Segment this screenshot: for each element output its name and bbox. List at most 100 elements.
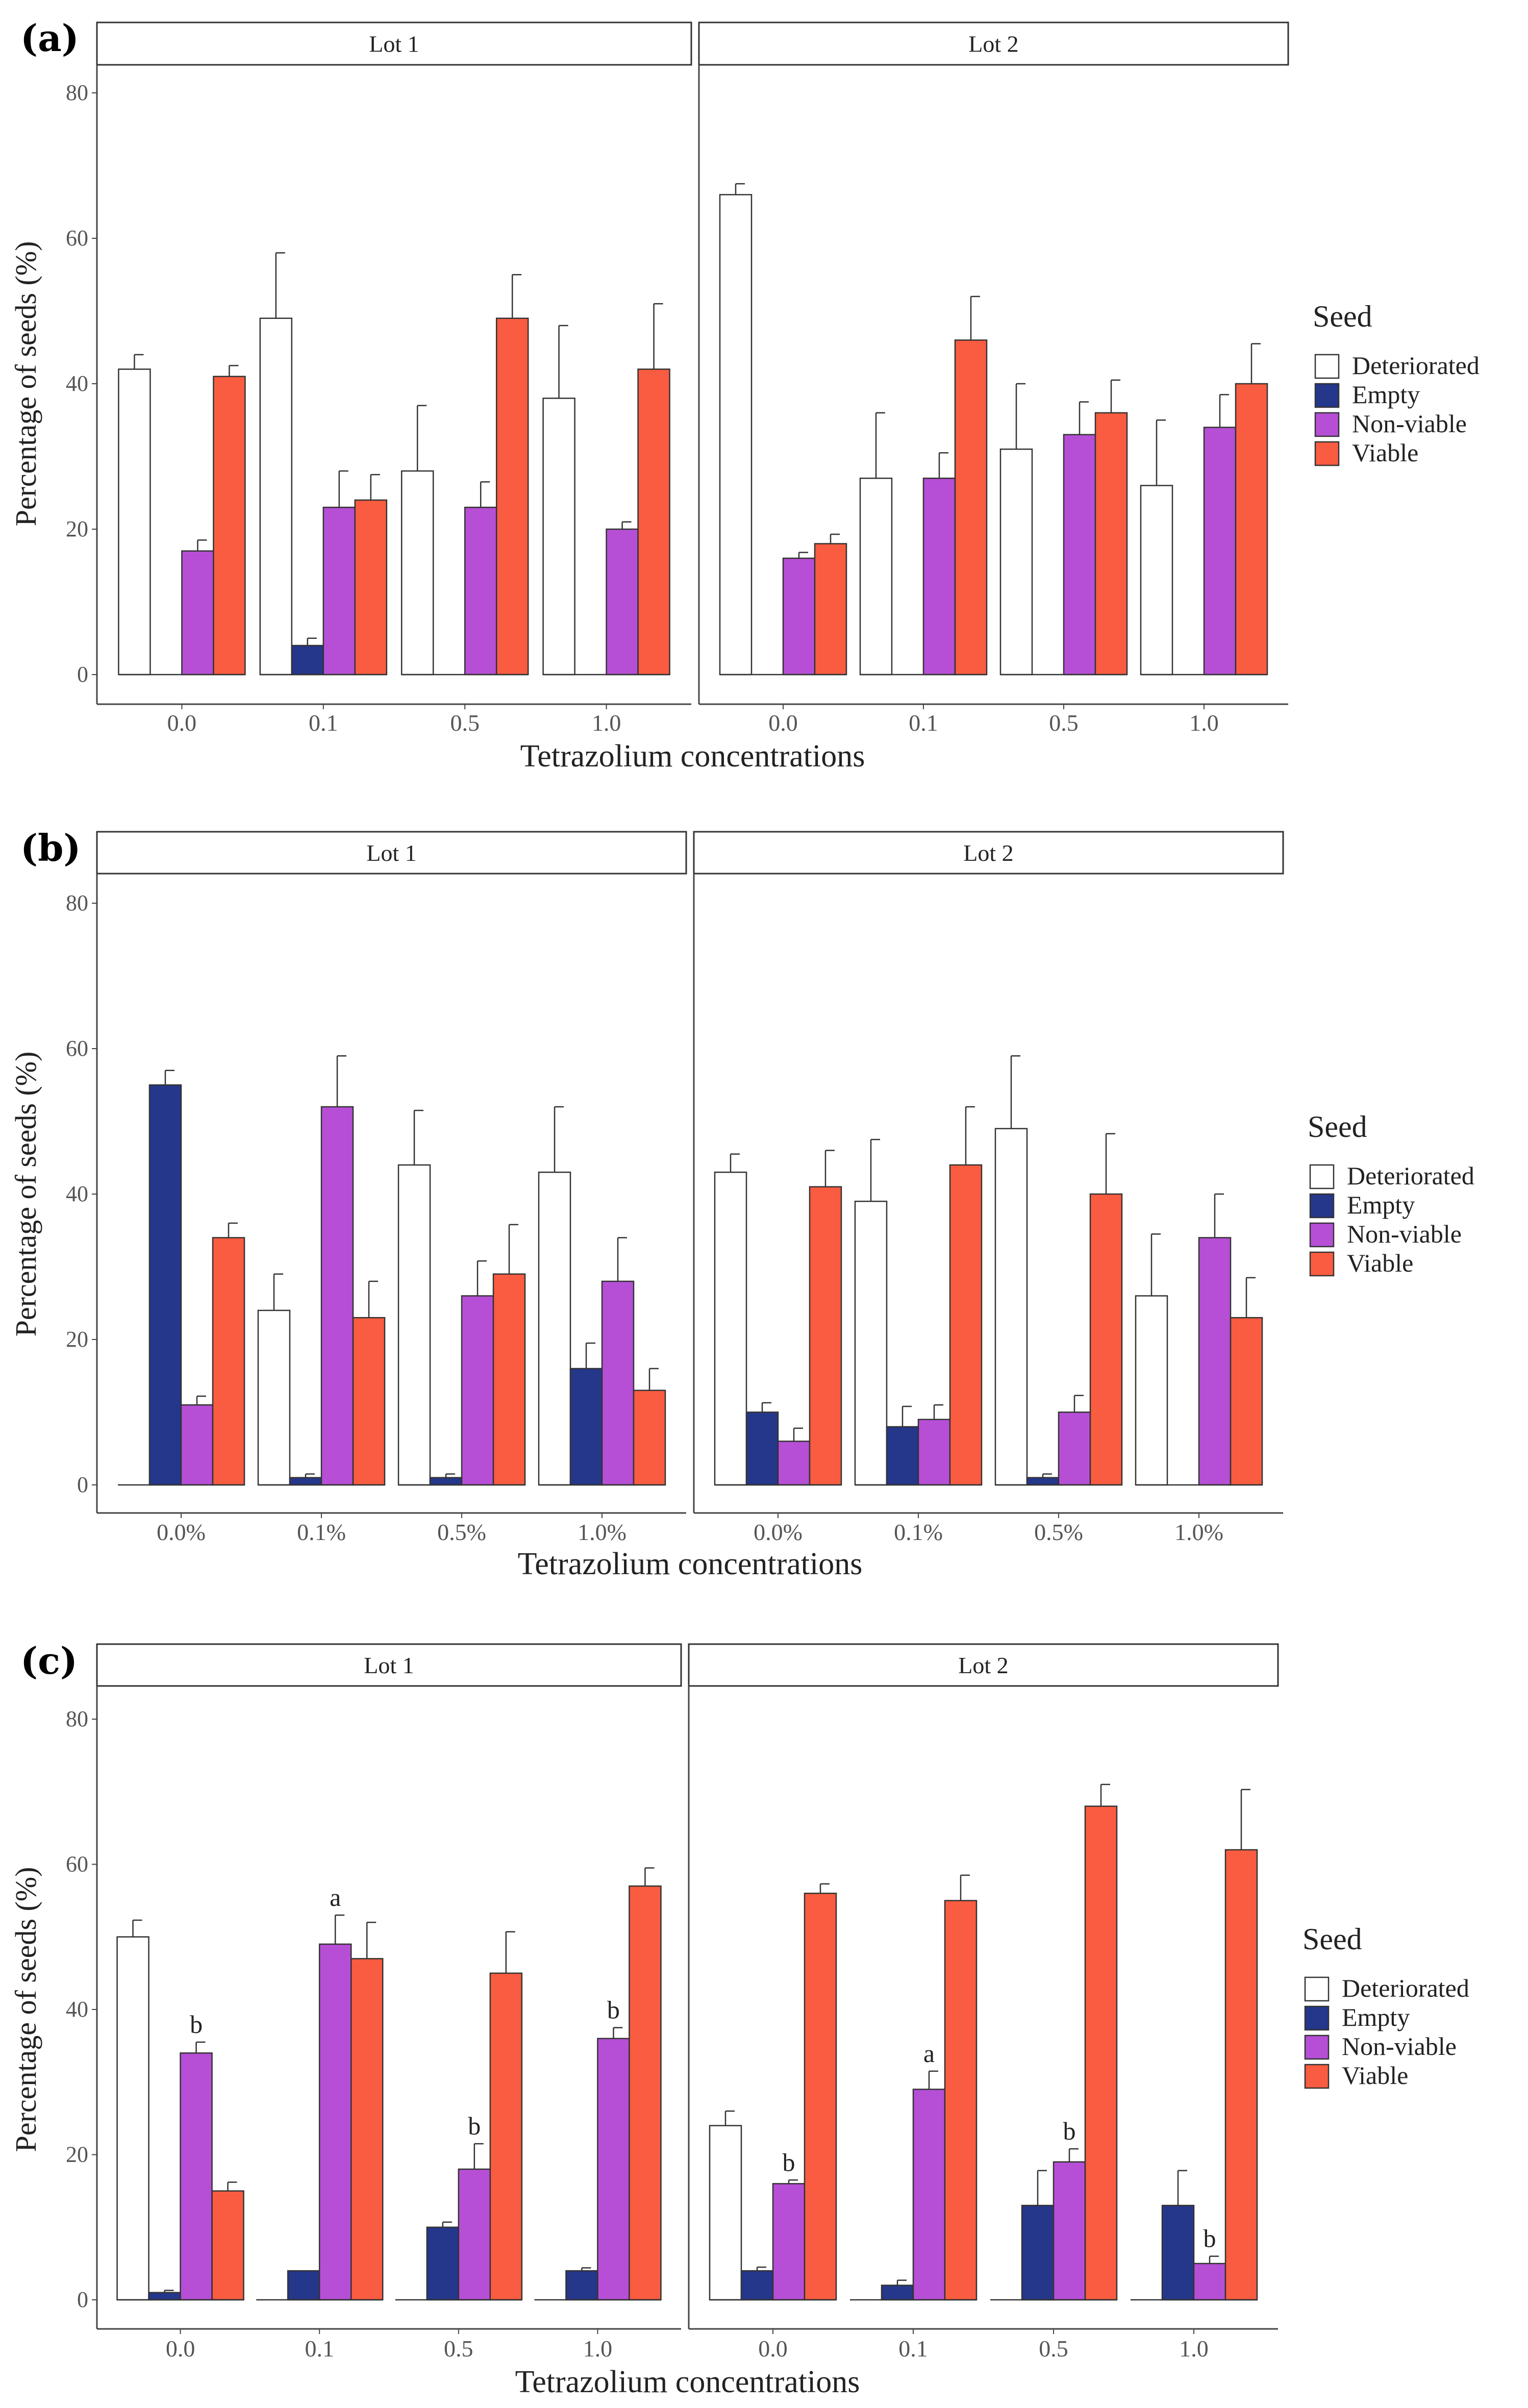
legend-label: Deteriorated <box>1347 1161 1474 1190</box>
facet-strip <box>688 1643 1279 1687</box>
facet-strip <box>96 1643 682 1687</box>
bar-empty-00 <box>148 1084 182 1486</box>
significance-letter: b <box>190 2010 203 2039</box>
x-tick-label: 0.1% <box>894 1519 943 1545</box>
bar-non-viable-00 <box>181 550 214 676</box>
bar-viable-05 <box>1094 412 1128 676</box>
x-tick-label: 0.5% <box>1034 1519 1083 1545</box>
x-axis-title: Tetrazolium concentrations <box>520 739 865 774</box>
legend-label: Non-viable <box>1352 409 1467 438</box>
legend-label: Empty <box>1352 380 1420 409</box>
legend-label: Empty <box>1347 1190 1415 1219</box>
bar-non-viable-00 <box>777 1441 811 1486</box>
bar-deteriorated-01 <box>854 1201 888 1486</box>
x-tick-label: 1.0 <box>1179 2336 1209 2362</box>
y-axis-title: Percentage of seeds (%) <box>9 1867 42 2152</box>
facet-lot-2: Lot 2 0.0% 0.1% 0.5% 1.0% <box>693 831 1284 1545</box>
x-tick-label: 1.0% <box>578 1519 627 1545</box>
y-tick-label: 60 <box>66 1036 88 1061</box>
bar-viable-00 <box>814 543 847 676</box>
bar-non-viable-10 <box>606 528 639 676</box>
bar-non-viable-01 <box>922 478 956 676</box>
y-axis-title: Percentage of seeds (%) <box>9 241 42 527</box>
panel-label: (c) <box>20 1639 78 1682</box>
bar-deteriorated-05 <box>400 470 434 676</box>
x-tick-label: 0.1 <box>309 710 338 736</box>
bar-empty-01 <box>287 2270 320 2301</box>
legend-swatch-non-viable <box>1304 2034 1330 2060</box>
legend-title: Seed <box>1302 1922 1362 1956</box>
y-tick-label: 20 <box>66 2142 88 2167</box>
x-tick-label: 1.0 <box>583 2336 613 2362</box>
bar-empty-05 <box>1021 2204 1055 2301</box>
bar-non-viable-01 <box>912 2089 946 2301</box>
bar-viable-01 <box>954 339 988 676</box>
facet-lot-1: Lot 1 0.0% 0.1% 0.5% 1.0% <box>96 831 687 1545</box>
panel-a: (a) Percentage of seeds (%) 0 20 40 60 80 Lot 1… <box>9 16 1480 774</box>
bar-empty-10 <box>569 1368 603 1486</box>
bar-empty-01 <box>881 2285 914 2301</box>
y-axis-title: Percentage of seeds (%) <box>9 1052 42 1337</box>
legend-swatch-viable <box>1314 441 1340 466</box>
y-tick-label: 0 <box>77 1472 88 1497</box>
x-tick-label: 0.5 <box>444 2336 473 2362</box>
facet-strip-label: Lot 1 <box>369 31 419 57</box>
bar-viable-05 <box>1084 1805 1118 2301</box>
x-tick-label: 0.0 <box>768 710 798 736</box>
facet-strip <box>693 831 1284 875</box>
bar-viable-01 <box>949 1164 983 1486</box>
y-tick-label: 40 <box>66 1181 88 1206</box>
bar-non-viable-05 <box>461 1295 494 1486</box>
x-tick-label: 1.0 <box>1189 710 1219 736</box>
bar-viable-10 <box>637 368 670 676</box>
bar-non-viable-01 <box>917 1419 951 1486</box>
legend-swatch-deteriorated <box>1314 354 1340 379</box>
bar-deteriorated-00 <box>118 368 151 676</box>
x-tick-label: 0.0 <box>166 2336 195 2362</box>
panel-label: (a) <box>20 16 79 60</box>
bar-deteriorated-01 <box>257 1309 291 1486</box>
bar-viable-10 <box>1230 1317 1263 1486</box>
bar-viable-05 <box>492 1273 526 1486</box>
bar-deteriorated-10 <box>542 398 575 676</box>
x-tick-label: 0.1 <box>909 710 938 736</box>
bar-non-viable-00 <box>772 2183 806 2301</box>
bar-empty-00 <box>745 1411 779 1486</box>
x-tick-label: 0.1% <box>297 1519 346 1545</box>
bar-deteriorated-05 <box>999 449 1033 676</box>
bar-non-viable-01 <box>318 1943 352 2301</box>
bar-viable-10 <box>1235 383 1268 676</box>
x-tick-label: 0.5 <box>1039 2336 1068 2362</box>
bar-non-viable-01 <box>320 1106 354 1486</box>
bar-non-viable-00 <box>782 557 816 676</box>
legend-label: Empty <box>1342 2003 1410 2031</box>
significance-letter: b <box>1063 2117 1076 2145</box>
bar-viable-05 <box>1089 1193 1123 1486</box>
facet-strip-label: Lot 1 <box>366 840 416 866</box>
bar-viable-00 <box>211 2190 244 2301</box>
bar-empty-10 <box>565 2270 598 2301</box>
legend-label: Non-viable <box>1347 1220 1462 1248</box>
facet-strip-label: Lot 2 <box>968 31 1018 57</box>
significance-letter: b <box>1204 2224 1216 2253</box>
facet-strip <box>96 21 692 66</box>
legend-label: Deteriorated <box>1352 351 1480 380</box>
legend-swatch-non-viable <box>1309 1222 1335 1248</box>
y-tick-label: 80 <box>66 890 88 915</box>
bar-viable-10 <box>633 1389 666 1486</box>
significance-letter: b <box>783 2148 795 2176</box>
bar-empty-01 <box>289 1477 322 1486</box>
bar-viable-10 <box>629 1885 662 2301</box>
x-tick-label: 0.5% <box>437 1519 486 1545</box>
panel-b: (b) Percentage of seeds (%) 0 20 40 60 80 Lot 1… <box>9 826 1474 1581</box>
x-tick-label: 1.0% <box>1174 1519 1223 1545</box>
x-tick-label: 0.0 <box>758 2336 788 2362</box>
x-tick-label: 0.5 <box>1049 710 1079 736</box>
bar-empty-01 <box>291 644 324 676</box>
legend-title: Seed <box>1313 300 1372 333</box>
legend-title: Seed <box>1308 1110 1367 1144</box>
x-tick-label: 0.0% <box>157 1519 206 1545</box>
bar-viable-00 <box>804 1893 837 2301</box>
legend-swatch-empty <box>1309 1193 1335 1219</box>
x-tick-label: 0.0% <box>754 1519 803 1545</box>
